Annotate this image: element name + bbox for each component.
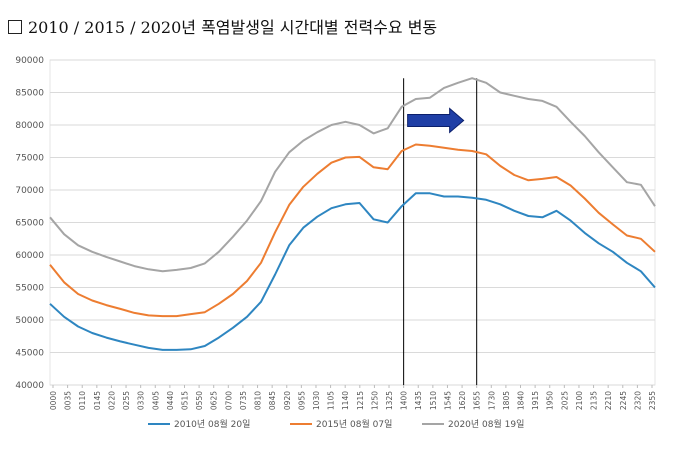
x-tick-label: 2135 [590, 391, 599, 410]
y-tick-label: 60000 [15, 251, 44, 261]
x-tick-label: 1805 [502, 391, 511, 410]
series-line-0 [49, 192, 656, 351]
arrow-annotation-icon [407, 107, 465, 134]
x-tick-label: 2355 [648, 391, 657, 410]
series-line-2 [49, 77, 656, 273]
x-tick-label: 1140 [341, 391, 350, 410]
x-tick-label: 1215 [356, 391, 365, 410]
chart-title-text: 2010 / 2015 / 2020년 폭염발생일 시간대별 전력수요 변동 [28, 18, 438, 37]
x-tick-label: 1030 [312, 391, 321, 410]
y-tick-label: 70000 [15, 186, 44, 196]
x-tick-label: 2025 [560, 391, 569, 410]
x-tick-label: 0625 [210, 391, 219, 410]
x-tick-label: 0110 [78, 391, 87, 410]
chart-title: 2010 / 2015 / 2020년 폭염발생일 시간대별 전력수요 변동 [8, 14, 437, 38]
checkbox-glyph-icon [8, 20, 22, 34]
x-tick-label: 1435 [414, 391, 423, 410]
x-tick-label: 1545 [443, 391, 452, 410]
y-tick-label: 40000 [15, 381, 44, 391]
y-tick-label: 55000 [15, 284, 44, 294]
y-tick-label: 80000 [15, 121, 44, 131]
x-tick-label: 2320 [633, 391, 642, 410]
y-tick-label: 90000 [15, 56, 44, 66]
x-tick-label: 1840 [517, 391, 526, 410]
x-tick-label: 1105 [327, 391, 336, 410]
x-tick-label: 2245 [619, 391, 628, 410]
y-tick-label: 45000 [15, 349, 44, 359]
x-tick-label: 0000 [49, 391, 58, 410]
x-tick-label: 1325 [385, 391, 394, 410]
x-tick-label: 0035 [64, 391, 73, 410]
x-tick-label: 1400 [400, 391, 409, 410]
y-tick-label: 75000 [15, 154, 44, 164]
x-tick-label: 1950 [546, 391, 555, 410]
x-tick-label: 1510 [429, 391, 438, 410]
x-tick-label: 1915 [531, 391, 540, 410]
x-tick-label: 0145 [93, 391, 102, 410]
x-tick-label: 0440 [166, 391, 175, 410]
x-tick-label: 0920 [283, 391, 292, 410]
x-tick-label: 1655 [473, 391, 482, 410]
x-tick-label: 0405 [151, 391, 160, 410]
x-tick-label: 0735 [239, 391, 248, 410]
x-tick-label: 0255 [122, 391, 131, 410]
x-tick-label: 0330 [137, 391, 146, 410]
legend-label: 2020년 08월 19일 [448, 418, 524, 430]
x-tick-label: 0955 [297, 391, 306, 410]
x-tick-label: 1250 [370, 391, 379, 410]
x-tick-label: 1730 [487, 391, 496, 410]
x-tick-label: 2100 [575, 391, 584, 410]
legend-label: 2010년 08월 20일 [174, 418, 250, 430]
series-line-1 [49, 143, 656, 318]
x-tick-label: 1620 [458, 391, 467, 410]
legend-label: 2015년 08월 07일 [316, 418, 392, 430]
x-tick-label: 0550 [195, 391, 204, 410]
y-tick-label: 50000 [15, 316, 44, 326]
y-tick-label: 85000 [15, 89, 44, 99]
x-tick-label: 0700 [224, 391, 233, 410]
x-tick-label: 2210 [604, 391, 613, 410]
x-tick-label: 0845 [268, 391, 277, 410]
x-tick-label: 0515 [180, 391, 189, 410]
x-tick-label: 0810 [254, 391, 263, 410]
x-tick-label: 0220 [107, 391, 116, 410]
y-tick-label: 65000 [15, 219, 44, 229]
